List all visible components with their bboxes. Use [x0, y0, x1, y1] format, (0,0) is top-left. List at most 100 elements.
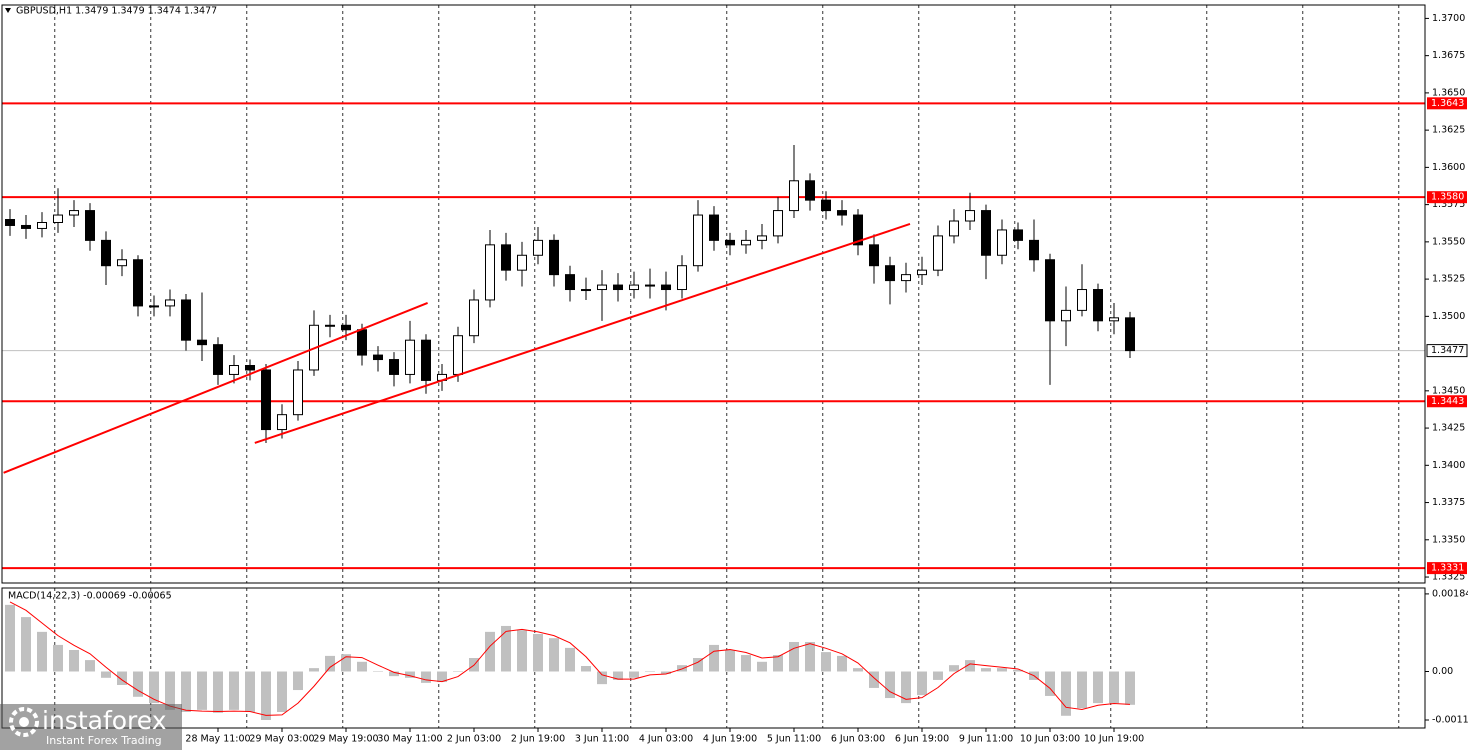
macd-bar — [229, 671, 239, 710]
macd-bar — [1093, 671, 1103, 704]
macd-bar — [757, 661, 767, 672]
x-tick-label: 30 May 11:00 — [377, 734, 442, 745]
watermark-tagline: Instant Forex Trading — [46, 734, 162, 747]
candle-body — [53, 214, 63, 223]
macd-bar — [741, 655, 751, 672]
macd-bar — [85, 660, 95, 672]
macd-bar — [613, 671, 623, 680]
macd-bar — [1045, 671, 1055, 696]
price-panel-frame — [1, 4, 1426, 584]
candle-body — [277, 414, 287, 431]
macd-bar — [69, 649, 79, 672]
candle-body — [389, 359, 399, 375]
candle-body — [581, 289, 591, 292]
x-tick-label: 5 Jun 11:00 — [767, 734, 821, 745]
candle-body — [933, 235, 943, 271]
macd-bar — [277, 671, 287, 712]
macd-bar — [597, 671, 607, 685]
candle-body — [725, 239, 735, 246]
candle-body — [917, 269, 927, 276]
candle-body — [1125, 317, 1135, 352]
macd-bar — [117, 671, 127, 685]
candle-body — [341, 324, 351, 331]
candle-body — [1013, 229, 1023, 241]
candle-body — [613, 284, 623, 291]
candle-body — [5, 219, 15, 226]
x-tick-label: 28 May 11:00 — [185, 734, 250, 745]
macd-bar — [181, 671, 191, 712]
macd-bar — [821, 652, 831, 672]
candle-body — [517, 254, 527, 271]
macd-bar — [997, 668, 1007, 672]
candle-body — [645, 284, 655, 287]
macd-bar — [485, 631, 495, 672]
y-tick-label: 1.3625 — [1432, 125, 1465, 136]
macd-bar — [373, 671, 383, 672]
candle-body — [597, 284, 607, 291]
macd-panel-frame — [1, 587, 1426, 729]
macd-bar — [389, 671, 399, 677]
y-tick-label: 0.00 — [1432, 666, 1453, 677]
y-tick-label: 1.3400 — [1432, 460, 1465, 471]
macd-bar — [325, 655, 335, 672]
candle-body — [1109, 317, 1119, 322]
current-price-label: 1.3477 — [1431, 345, 1464, 356]
trendline — [254, 223, 911, 444]
macd-bar — [405, 671, 415, 678]
candle-body — [789, 180, 799, 212]
candle-body — [901, 274, 911, 282]
macd-bar — [1061, 671, 1071, 716]
macd-bar — [261, 671, 271, 720]
level-label-box — [1427, 562, 1467, 575]
candle-body — [821, 199, 831, 212]
candle-body — [1029, 239, 1039, 261]
macd-bar — [197, 671, 207, 710]
candle-body — [837, 210, 847, 216]
macd-bar — [965, 660, 975, 672]
candle-body — [981, 210, 991, 256]
trendline — [3, 302, 428, 474]
candle-body — [757, 235, 767, 241]
candle-body — [373, 354, 383, 361]
x-tick-label: 6 Jun 03:00 — [831, 734, 885, 745]
y-tick-label: 1.3550 — [1432, 236, 1465, 247]
macd-bar — [773, 655, 783, 672]
macd-bar — [453, 671, 463, 672]
macd-bar — [21, 617, 31, 672]
macd-bar — [421, 671, 431, 683]
y-tick-label: 1.3675 — [1432, 50, 1465, 61]
y-tick-label: 1.3650 — [1432, 87, 1465, 98]
macd-bar — [533, 633, 543, 672]
y-tick-label: 1.3375 — [1432, 497, 1465, 508]
macd-bar — [805, 641, 815, 672]
level-label-box — [1427, 191, 1467, 204]
y-tick-label: 1.3525 — [1432, 274, 1465, 285]
macd-bar — [213, 671, 223, 713]
chart-title: GBPUSD,H1 1.3479 1.3479 1.3474 1.3477 — [16, 6, 217, 17]
candle-body — [549, 239, 559, 276]
macd-bar — [501, 625, 511, 672]
macd-bar — [341, 654, 351, 672]
signal-line — [9, 601, 1131, 716]
macd-bar — [901, 671, 911, 704]
y-tick-label: 1.3575 — [1432, 199, 1465, 210]
x-tick-label: 4 Jun 03:00 — [639, 734, 693, 745]
candle-body — [997, 229, 1007, 256]
macd-bar — [133, 671, 143, 697]
candle-body — [245, 365, 255, 371]
macd-bar — [101, 671, 111, 678]
candle-body — [357, 329, 367, 356]
candle-body — [197, 339, 207, 346]
macd-bar — [725, 649, 735, 672]
macd-title: MACD(14,22,3) -0.00069 -0.00065 — [8, 591, 172, 602]
macd-bar — [1125, 671, 1135, 705]
candle-body — [773, 210, 783, 237]
y-tick-label: 0.00184 — [1432, 588, 1468, 599]
candle-body — [181, 299, 191, 341]
candle-body — [949, 220, 959, 237]
x-tick-label: 9 Jun 11:00 — [959, 734, 1013, 745]
macd-bar — [165, 671, 175, 710]
candle-body — [69, 210, 79, 216]
macd-bar — [949, 665, 959, 672]
